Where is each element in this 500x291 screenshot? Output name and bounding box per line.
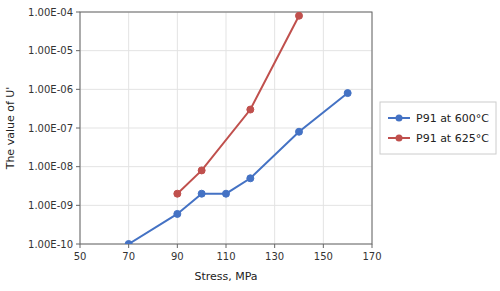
y-tick-label: 1.00E-06 — [28, 84, 73, 95]
point — [223, 190, 230, 197]
y-tick-label: 1.00E-09 — [28, 200, 73, 211]
point — [198, 167, 205, 174]
point — [247, 175, 254, 182]
x-tick — [128, 244, 129, 248]
series-line — [129, 93, 348, 244]
plot-frame — [80, 12, 372, 244]
legend-label: P91 at 600°C — [416, 112, 489, 125]
y-tick-label: 1.00E-10 — [28, 239, 73, 250]
x-tick-label: 110 — [216, 251, 235, 262]
x-grid-line — [226, 12, 227, 244]
y-tick — [76, 89, 80, 90]
y-tick — [76, 244, 80, 245]
y-tick — [76, 12, 80, 13]
x-tick-label: 150 — [314, 251, 333, 262]
point — [296, 128, 303, 135]
point — [296, 12, 303, 19]
data-layer — [125, 12, 351, 244]
y-axis-label: The value of U' — [4, 87, 17, 171]
point — [344, 90, 351, 97]
x-tick — [323, 244, 324, 248]
x-grid-line — [128, 12, 129, 244]
series-line — [177, 16, 299, 194]
x-tick-label: 130 — [265, 251, 284, 262]
chart: 1.00E-10 1.00E-09 1.00E-08 1.00E-07 1.00E-06… — [0, 0, 500, 291]
point — [198, 190, 205, 197]
point — [125, 241, 132, 245]
x-grid-line — [323, 12, 324, 244]
y-tick-label: 1.00E-08 — [28, 161, 73, 172]
y-tick — [76, 166, 80, 167]
grid — [80, 12, 372, 244]
legend-marker — [396, 115, 403, 122]
y-tick — [76, 50, 80, 51]
x-tick — [226, 244, 227, 248]
y-tick-label: 1.00E-07 — [28, 123, 73, 134]
legend-box — [380, 102, 496, 154]
x-grid-line — [177, 12, 178, 244]
x-tick — [80, 244, 81, 248]
y-tick-label: 1.00E-04 — [28, 7, 73, 18]
legend: P91 at 600°C P91 at 625°C — [380, 102, 496, 154]
x-tick — [372, 244, 373, 248]
legend-label: P91 at 625°C — [416, 132, 489, 145]
x-tick-label: 170 — [362, 251, 381, 262]
x-tick-label: 70 — [122, 251, 135, 262]
point — [247, 106, 254, 113]
x-grid-line — [274, 12, 275, 244]
x-axis-label: Stress, MPa — [194, 270, 257, 283]
x-tick — [177, 244, 178, 248]
plot-area — [80, 12, 372, 244]
point — [174, 210, 181, 217]
legend-marker — [396, 135, 403, 142]
x-tick-label: 90 — [171, 251, 184, 262]
point — [174, 190, 181, 197]
y-tick — [76, 128, 80, 129]
x-tick — [274, 244, 275, 248]
x-tick-label: 50 — [74, 251, 87, 262]
y-tick — [76, 205, 80, 206]
y-tick-label: 1.00E-05 — [28, 45, 73, 56]
